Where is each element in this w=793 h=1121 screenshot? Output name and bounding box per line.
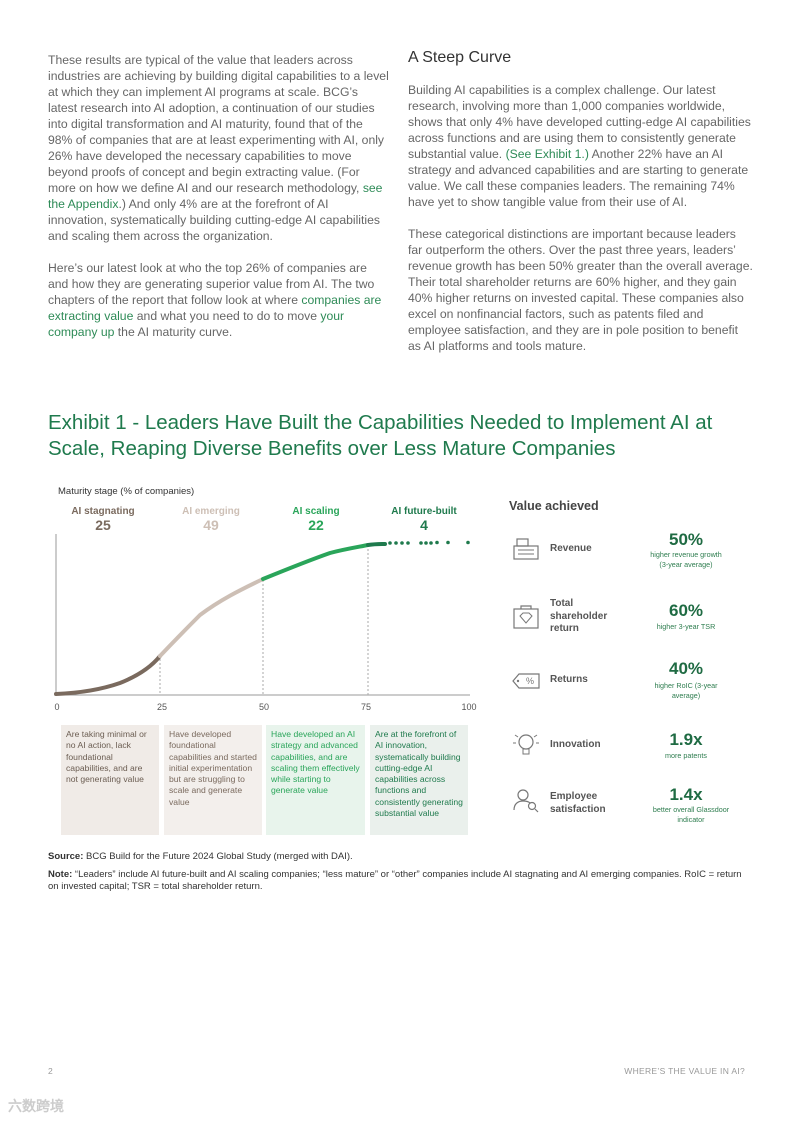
metric-desc-tsr: higher 3-year TSR xyxy=(656,622,716,631)
future-built-point xyxy=(388,541,392,545)
stage-value-emerging: 49 xyxy=(203,517,219,533)
x-tick-25: 25 xyxy=(157,702,167,712)
metric-label-returns: Returns xyxy=(550,674,588,685)
future-built-point xyxy=(424,541,428,545)
right-paragraph-2: These categorical distinctions are impor… xyxy=(408,227,753,353)
section-title: A Steep Curve xyxy=(408,49,512,66)
left-paragraph-2: Here’s our latest look at who the top 26… xyxy=(48,261,382,339)
chart-title: Maturity stage (% of companies) xyxy=(58,486,194,497)
metric-value-innovation: 1.9x xyxy=(669,730,703,749)
metric-label-employee: Employee satisfaction xyxy=(550,791,606,815)
future-built-point xyxy=(446,540,450,545)
note-line: Note: “Leaders” include AI future-built … xyxy=(48,869,742,892)
metric-desc-revenue: higher revenue growth (3-year average) xyxy=(650,550,722,569)
cash-register-icon xyxy=(513,538,539,560)
value-achieved-title: Value achieved xyxy=(509,499,599,513)
left-paragraph-1: These results are typical of the value t… xyxy=(48,53,389,243)
stage-value-scaling: 22 xyxy=(308,517,324,533)
watermark: 六数跨境 xyxy=(8,1098,64,1114)
exhibit-title: Exhibit 1 - Leaders Have Built the Capab… xyxy=(48,411,713,460)
stage-label-emerging: AI emerging xyxy=(182,506,240,517)
x-tick-0: 0 xyxy=(54,702,59,712)
maturity-chart: Maturity stage (% of companies) AI stagn… xyxy=(54,486,477,712)
future-built-point xyxy=(400,541,404,545)
x-tick-75: 75 xyxy=(361,702,371,712)
exhibit-link[interactable]: (See Exhibit 1.) xyxy=(505,147,589,161)
stage-label-stagnating: AI stagnating xyxy=(71,506,134,517)
metric-value-tsr: 60% xyxy=(668,601,704,620)
future-built-point xyxy=(394,541,398,545)
page-number: 2 xyxy=(48,1066,53,1076)
appendix-link[interactable]: see the Appendix xyxy=(48,181,383,211)
metric-value-revenue: 50% xyxy=(668,530,704,549)
right-paragraph-1: Building AI capabilities is a complex ch… xyxy=(408,83,751,209)
metric-label-tsr: Total shareholder return xyxy=(550,598,608,634)
future-built-point xyxy=(419,541,423,545)
footer-title: WHERE’S THE VALUE IN AI? xyxy=(624,1066,745,1076)
x-tick-50: 50 xyxy=(259,702,269,712)
curve-emerging xyxy=(158,577,265,658)
metric-desc-innovation: more patents xyxy=(665,751,707,760)
future-built-point xyxy=(435,540,439,545)
stage-label-scaling: AI scaling xyxy=(292,506,339,517)
desc-stagnating: Are taking minimal or no AI action, lack… xyxy=(61,725,159,835)
metric-label-revenue: Revenue xyxy=(550,543,592,554)
future-built-dots xyxy=(388,540,470,545)
metric-desc-employee: better overall Glassdoor indicator xyxy=(652,805,730,824)
metric-label-innovation: Innovation xyxy=(550,739,601,750)
desc-scaling: Have developed an AI strategy and advanc… xyxy=(266,725,365,835)
extracting-value-link[interactable]: companies are extracting value xyxy=(48,293,382,323)
curve-future-built xyxy=(366,542,387,547)
curve-stagnating xyxy=(54,654,162,696)
percent-tag-icon: % xyxy=(512,673,540,689)
metric-value-returns: 40% xyxy=(668,659,704,678)
future-built-point xyxy=(429,541,433,545)
stage-label-future-built: AI future-built xyxy=(391,506,457,517)
metric-desc-returns: higher RoIC (3-year average) xyxy=(654,681,718,700)
stage-value-future-built: 4 xyxy=(420,517,428,533)
desc-emerging: Have developed foundational capabilities… xyxy=(164,725,262,835)
source-line: Source: BCG Build for the Future 2024 Gl… xyxy=(48,851,353,862)
x-tick-100: 100 xyxy=(461,702,476,712)
metric-value-employee: 1.4x xyxy=(669,785,703,804)
person-search-icon xyxy=(513,789,539,813)
future-built-point xyxy=(466,540,470,545)
stage-value-stagnating: 25 xyxy=(95,517,111,533)
desc-future-built: Are at the forefront of AI innovation, s… xyxy=(370,725,468,835)
right-column: Building AI capabilities is a complex ch… xyxy=(408,82,753,370)
left-column: These results are typical of the value t… xyxy=(48,52,390,356)
company-up-link[interactable]: your company up xyxy=(48,309,345,339)
diamond-bag-icon xyxy=(513,605,539,629)
svg-text:%: % xyxy=(526,676,534,686)
future-built-point xyxy=(406,541,410,545)
curve-scaling xyxy=(261,543,370,581)
lightbulb-icon xyxy=(513,734,539,755)
